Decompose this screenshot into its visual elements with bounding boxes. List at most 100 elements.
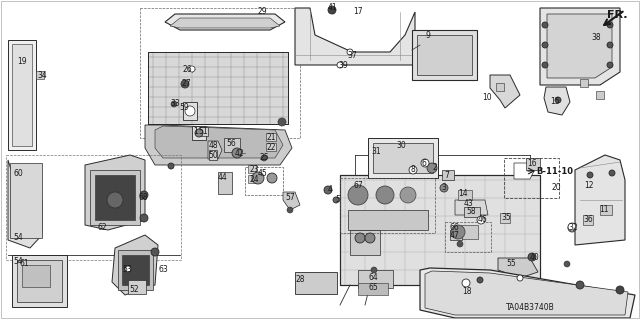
Text: 7: 7: [445, 170, 449, 180]
Circle shape: [125, 266, 131, 272]
Bar: [412, 30, 477, 80]
Text: TA04B3740B: TA04B3740B: [506, 303, 554, 313]
Circle shape: [151, 248, 159, 256]
Polygon shape: [165, 14, 285, 30]
Bar: [596, 91, 604, 99]
Bar: [464, 207, 480, 217]
Text: 54: 54: [13, 256, 23, 265]
Text: 15: 15: [550, 98, 560, 107]
Text: 9: 9: [426, 32, 431, 41]
Polygon shape: [85, 155, 145, 230]
Bar: [266, 133, 276, 141]
Bar: [224, 138, 240, 152]
Bar: [12, 44, 32, 146]
Text: 41: 41: [327, 4, 337, 12]
Text: 57: 57: [285, 192, 295, 202]
Text: 34: 34: [37, 70, 47, 79]
Circle shape: [252, 172, 264, 184]
Text: 12: 12: [584, 182, 594, 190]
Bar: [350, 230, 380, 255]
Circle shape: [328, 6, 336, 14]
Circle shape: [189, 66, 195, 72]
Bar: [580, 79, 588, 87]
Text: 65: 65: [368, 284, 378, 293]
Bar: [373, 143, 433, 173]
Circle shape: [517, 275, 523, 281]
Circle shape: [348, 185, 368, 205]
Text: 56: 56: [226, 138, 236, 147]
Text: 25: 25: [259, 153, 269, 162]
Text: 42: 42: [234, 149, 244, 158]
Bar: [90, 170, 140, 225]
Circle shape: [168, 163, 174, 169]
Text: 33: 33: [170, 100, 180, 108]
Bar: [122, 255, 149, 285]
Text: 32: 32: [568, 224, 578, 233]
Text: 55: 55: [506, 258, 516, 268]
Bar: [460, 225, 478, 239]
Text: 6: 6: [422, 159, 426, 167]
Circle shape: [451, 225, 465, 239]
Text: FR.: FR.: [607, 10, 627, 20]
Text: 67: 67: [353, 181, 363, 189]
Bar: [248, 165, 256, 173]
Bar: [6, 155, 181, 260]
Bar: [295, 272, 337, 294]
Text: 30: 30: [396, 140, 406, 150]
Polygon shape: [8, 160, 42, 248]
Text: 52: 52: [129, 285, 139, 293]
Polygon shape: [575, 155, 625, 245]
Circle shape: [181, 80, 189, 88]
Text: 45: 45: [257, 169, 267, 179]
Text: 36: 36: [583, 216, 593, 225]
Bar: [496, 83, 504, 91]
Circle shape: [140, 214, 148, 222]
Circle shape: [409, 166, 417, 174]
Text: 63: 63: [158, 265, 168, 275]
Circle shape: [267, 173, 277, 183]
Text: 31: 31: [371, 147, 381, 157]
Circle shape: [609, 170, 615, 176]
Polygon shape: [544, 87, 570, 115]
Polygon shape: [295, 8, 415, 65]
Text: 54: 54: [13, 233, 23, 241]
Bar: [218, 172, 232, 194]
Bar: [95, 175, 135, 220]
Circle shape: [457, 241, 463, 247]
Bar: [500, 213, 510, 223]
Text: 39: 39: [338, 61, 348, 70]
Bar: [209, 150, 217, 160]
Bar: [442, 170, 454, 180]
Bar: [600, 205, 612, 215]
Text: 64: 64: [368, 273, 378, 283]
Circle shape: [542, 22, 548, 28]
Circle shape: [278, 118, 286, 126]
Text: 53: 53: [122, 264, 132, 273]
Text: 46: 46: [477, 216, 487, 225]
Text: 28: 28: [295, 276, 305, 285]
Bar: [458, 190, 472, 200]
Polygon shape: [455, 200, 488, 215]
Circle shape: [607, 42, 613, 48]
Bar: [148, 52, 288, 124]
Polygon shape: [170, 18, 280, 28]
Text: 21: 21: [266, 133, 276, 143]
Circle shape: [355, 233, 365, 243]
Circle shape: [528, 253, 536, 261]
Circle shape: [427, 163, 437, 173]
Circle shape: [542, 62, 548, 68]
Circle shape: [287, 207, 293, 213]
Circle shape: [107, 192, 123, 208]
Text: 26: 26: [182, 64, 192, 73]
Bar: [12, 255, 67, 307]
Text: 35: 35: [501, 213, 511, 222]
Bar: [128, 280, 146, 294]
Bar: [340, 178, 435, 233]
Polygon shape: [208, 141, 222, 159]
Bar: [583, 215, 593, 225]
Text: 5: 5: [335, 196, 340, 204]
Circle shape: [440, 184, 448, 192]
Text: 16: 16: [527, 159, 537, 167]
Polygon shape: [145, 125, 292, 165]
Circle shape: [462, 279, 470, 287]
